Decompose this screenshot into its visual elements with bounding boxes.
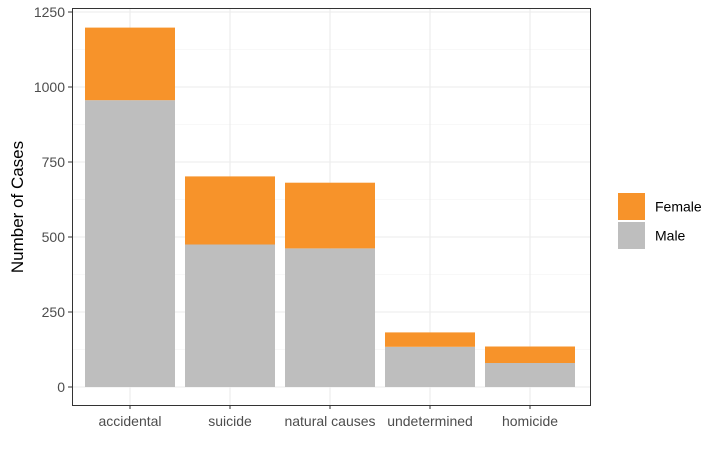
legend-label-female: Female: [655, 199, 702, 215]
male-bar-suicide: [185, 244, 275, 387]
male-bar-homicide: [485, 363, 575, 387]
legend-key-female: [618, 193, 645, 220]
x-tick-label: undetermined: [387, 413, 473, 429]
y-axis: 0 250 500 750 1000 1250: [34, 4, 72, 395]
y-tick-label: 250: [42, 304, 66, 320]
plot-panel-border: [72, 8, 591, 406]
x-axis: accidental suicide natural causes undetermi…: [98, 405, 558, 429]
female-bar-undetermined: [385, 332, 475, 347]
y-tick-label: 500: [42, 229, 66, 245]
y-axis-title: Number of Cases: [8, 141, 27, 273]
female-bar-suicide: [185, 176, 275, 245]
x-tick-label: homicide: [502, 413, 558, 429]
female-bar-homicide: [485, 346, 575, 363]
y-tick-label: 1250: [34, 4, 65, 20]
bars: [85, 27, 575, 387]
x-tick-label: accidental: [98, 413, 161, 429]
male-bar-natural-causes: [285, 248, 375, 387]
y-tick-label: 1000: [34, 79, 65, 95]
x-tick-label: natural causes: [284, 413, 375, 429]
female-bar-accidental: [85, 27, 175, 101]
legend-key-male: [618, 222, 645, 249]
male-bar-accidental: [85, 100, 175, 387]
legend-label-male: Male: [655, 228, 686, 244]
x-tick-label: suicide: [208, 413, 252, 429]
male-bar-undetermined: [385, 346, 475, 387]
y-tick-label: 0: [57, 379, 65, 395]
female-bar-natural-causes: [285, 182, 375, 249]
y-tick-label: 750: [42, 154, 66, 170]
legend: Female Male: [618, 193, 702, 249]
